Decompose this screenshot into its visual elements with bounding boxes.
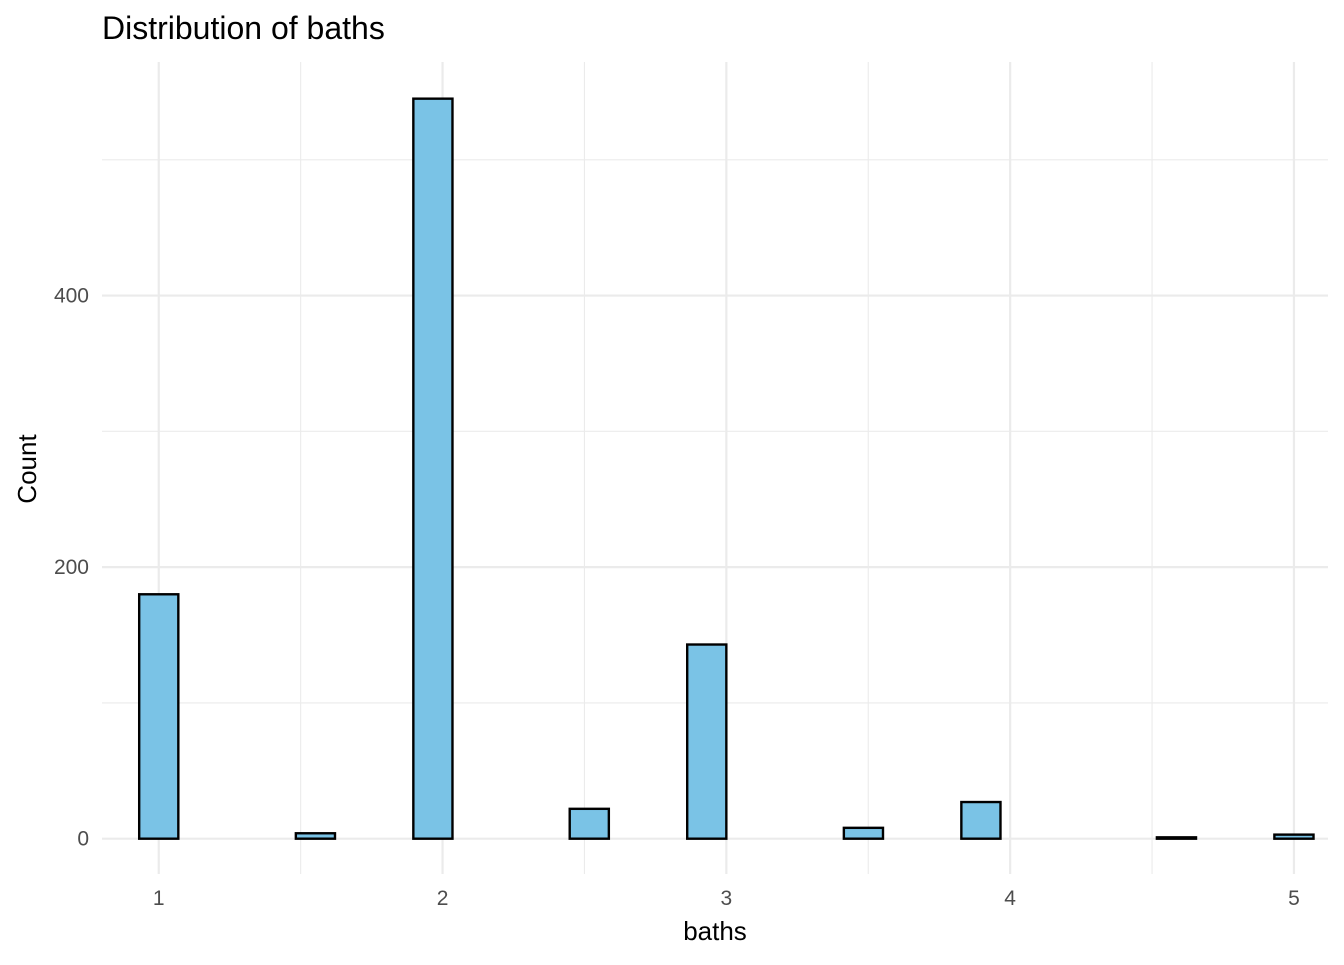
x-tick-label: 1 <box>153 887 165 910</box>
y-tick-label: 0 <box>77 828 89 851</box>
x-tick-label: 3 <box>721 887 733 910</box>
histogram-bar <box>1273 833 1315 840</box>
histogram-bar <box>960 800 1002 840</box>
y-tick-label: 200 <box>54 556 89 579</box>
histogram-bar <box>294 832 337 840</box>
histogram-bar <box>412 97 454 840</box>
tick-labels: 1 2 3 4 5 0 200 400 <box>54 285 1300 910</box>
y-axis-title: Count <box>12 434 42 504</box>
histogram-bar <box>686 643 728 840</box>
x-tick-label: 4 <box>1004 887 1016 910</box>
chart-title: Distribution of baths <box>102 10 385 46</box>
x-tick-label: 2 <box>437 887 449 910</box>
y-tick-label: 400 <box>54 285 89 308</box>
histogram-bar <box>842 826 885 840</box>
histogram-bar <box>1155 836 1198 840</box>
histogram-bar <box>137 593 180 840</box>
histogram-bar <box>568 807 611 840</box>
x-tick-label: 5 <box>1288 887 1300 910</box>
histogram-bars <box>137 97 1315 840</box>
x-axis-title: baths <box>683 916 747 946</box>
